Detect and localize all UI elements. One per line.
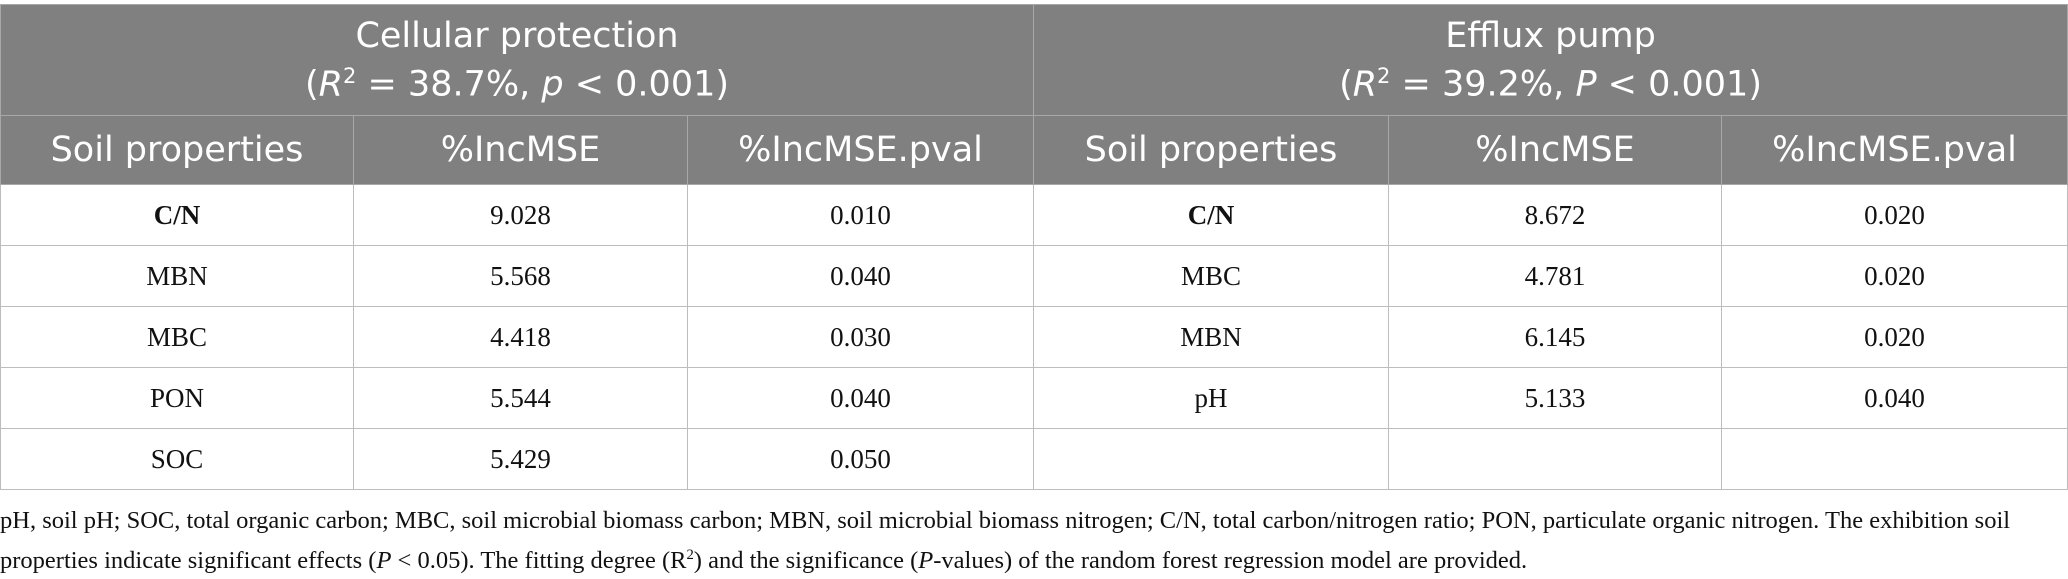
subtitle-part: = 39.2%, (1390, 64, 1576, 105)
footnote-part: -values) of the random forest regression… (933, 547, 1528, 575)
table-row: SOC 5.429 0.050 (0, 428, 2068, 490)
empty-cell (1721, 428, 2068, 490)
table-cell: MBN (0, 245, 354, 307)
column-header: Soil properties (1033, 115, 1390, 185)
table-body: C/N 9.028 0.010 C/N 8.672 0.020 MBN 5.568 0.040 M… (0, 184, 2068, 490)
table-row: MBN 5.568 0.040 MBC 4.781 0.020 (0, 245, 2068, 307)
table-cell: 8.672 (1388, 184, 1723, 246)
footnote-part: P (376, 547, 392, 575)
table-cell: 0.010 (686, 184, 1035, 246)
subtitle-part: < 0.001) (563, 64, 730, 105)
group-header: Efflux pump (R2 = 39.2%, P < 0.001) (1033, 4, 2068, 116)
table-cell: 5.544 (353, 367, 688, 429)
footnote-part: pH, soil pH; SOC, total organic carbon; … (0, 507, 2011, 575)
table-cell: 6.145 (1388, 306, 1723, 368)
group-title: Efflux pump (1445, 15, 1656, 56)
group-header-row: Cellular protection (R2 = 38.7%, p < 0.00… (0, 4, 2068, 116)
table-cell: 0.020 (1721, 184, 2068, 246)
table-cell: 5.429 (353, 428, 688, 490)
table-cell: 9.028 (353, 184, 688, 246)
footnote: pH, soil pH; SOC, total organic carbon; … (0, 503, 2060, 578)
column-header: %IncMSE (353, 115, 688, 185)
table-cell: 0.040 (686, 367, 1035, 429)
footnote-part: P (918, 547, 934, 575)
column-header: Soil properties (0, 115, 354, 185)
table-cell: PON (0, 367, 354, 429)
table-row: MBC 4.418 0.030 MBN 6.145 0.020 (0, 306, 2068, 368)
table-cell: pH (1033, 367, 1390, 429)
subtitle-part: p (541, 64, 564, 105)
table-row: PON 5.544 0.040 pH 5.133 0.040 (0, 367, 2068, 429)
subtitle-part: ( (1339, 64, 1353, 105)
table-cell: 0.050 (686, 428, 1035, 490)
table-cell: 4.781 (1388, 245, 1723, 307)
footnote-part: 2 (686, 547, 694, 563)
empty-cell (1388, 428, 1723, 490)
subtitle-part: ( (304, 64, 319, 105)
subtitle-part: 2 (342, 63, 357, 88)
group-title: Cellular protection (355, 15, 679, 56)
table-cell: MBN (1033, 306, 1390, 368)
table-cell: 0.040 (1721, 367, 2068, 429)
group-header: Cellular protection (R2 = 38.7%, p < 0.00… (0, 4, 1035, 116)
results-table: Cellular protection (R2 = 38.7%, p < 0.00… (0, 4, 2068, 490)
table-cell: 0.040 (686, 245, 1035, 307)
table-cell: 0.020 (1721, 245, 2068, 307)
table-cell: SOC (0, 428, 354, 490)
column-header: %IncMSE.pval (1721, 115, 2068, 185)
subtitle-part: P (1575, 64, 1597, 105)
table-cell: C/N (1033, 184, 1390, 246)
table-cell: 5.568 (353, 245, 688, 307)
empty-cell (1033, 428, 1390, 490)
column-header: %IncMSE (1388, 115, 1723, 185)
subtitle-part: R (318, 64, 343, 105)
table-cell: MBC (1033, 245, 1390, 307)
table-cell: MBC (0, 306, 354, 368)
table-cell: 0.030 (686, 306, 1035, 368)
table-cell: 4.418 (353, 306, 688, 368)
footnote-part: < 0.05). The fitting degree (R (391, 547, 687, 575)
subtitle-part: 2 (1377, 63, 1391, 88)
table-cell: 5.133 (1388, 367, 1723, 429)
table-row: C/N 9.028 0.010 C/N 8.672 0.020 (0, 184, 2068, 246)
subtitle-part: < 0.001) (1596, 64, 1762, 105)
footnote-part: ) and the significance ( (693, 547, 919, 575)
subtitle-part: = 38.7%, (356, 64, 542, 105)
column-header: %IncMSE.pval (686, 115, 1035, 185)
table-cell: C/N (0, 184, 354, 246)
subtitle-part: R (1352, 64, 1378, 105)
column-header-row: Soil properties %IncMSE %IncMSE.pval Soil p… (0, 115, 2068, 185)
table-cell: 0.020 (1721, 306, 2068, 368)
